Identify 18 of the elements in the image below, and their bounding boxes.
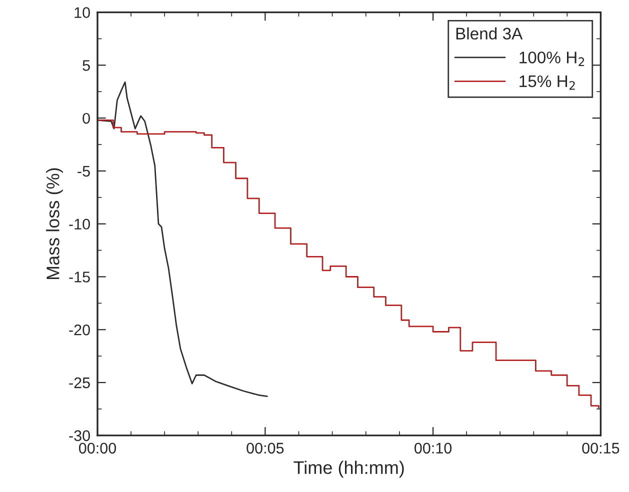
x-tick-label: 00:00: [78, 442, 116, 454]
y-tick-label: -10: [69, 218, 90, 230]
legend-label: 100% H$_{2}$: [520, 52, 584, 66]
legend-title: Blend 3A: [456, 27, 523, 40]
legend-label: 15% H$_{2}$: [520, 75, 575, 90]
y-tick-label: -20: [69, 324, 90, 336]
y-axis-title: Mass loss (%): [46, 168, 63, 280]
y-tick-label: 5: [82, 60, 90, 71]
x-tick-label: 00:10: [414, 442, 452, 454]
y-tick-label: -25: [69, 377, 90, 388]
x-axis-title: Time (hh:mm): [294, 460, 404, 478]
y-tick-label: 10: [74, 7, 90, 18]
y-tick-label: -15: [69, 272, 90, 282]
x-tick-label: 00:15: [582, 442, 620, 454]
y-tick-label: -5: [78, 166, 90, 177]
x-tick-label: 00:05: [246, 442, 284, 454]
y-tick-label: -30: [69, 430, 90, 442]
y-tick-label: 0: [82, 112, 90, 124]
